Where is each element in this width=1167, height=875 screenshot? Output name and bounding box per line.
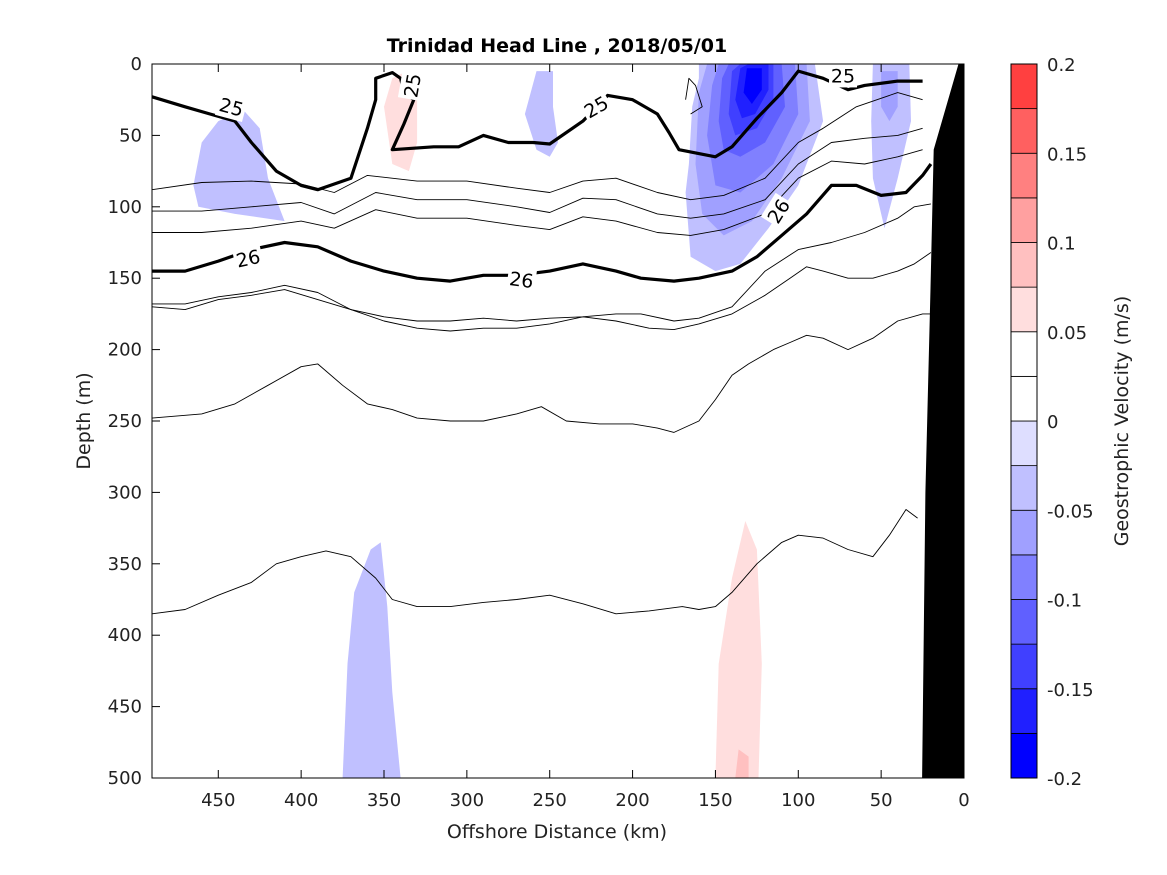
x-tick-label-1: 400 — [284, 790, 318, 811]
y-tick-label-5: 250 — [108, 411, 142, 432]
colorbar-swatch-2 — [1010, 643, 1038, 690]
isopycnal-0 — [152, 69, 923, 192]
density-contours — [152, 69, 933, 615]
contour-label-5: 26 — [508, 268, 535, 293]
colorbar-swatch-10 — [1010, 286, 1038, 333]
colorbar-swatch-15 — [1010, 63, 1038, 110]
isopycnal-6 — [152, 203, 931, 322]
contour-label-3: 25 — [831, 65, 855, 87]
colorbar-swatch-7 — [1010, 420, 1038, 467]
colorbar-swatch-13 — [1010, 152, 1038, 199]
x-tick-label-3: 300 — [450, 790, 484, 811]
x-axis: 450 400 350 300 250 200 150 100 50 0 — [201, 64, 970, 811]
y-tick-label-0: 0 — [131, 54, 142, 75]
contour-label-bg-4 — [231, 243, 265, 273]
velocity-region-5 — [503, 69, 514, 93]
contour-label-4: 26 — [234, 246, 262, 273]
isopycnal-8 — [152, 313, 931, 433]
velocity-region-16 — [909, 249, 915, 329]
colorbar-swatch-14 — [1010, 108, 1038, 154]
contour-label-bg-0 — [214, 91, 249, 123]
contour-label-1: 25 — [400, 72, 426, 100]
colorbar-tick-label-8: -0.2 — [1047, 769, 1082, 790]
colorbar-swatch-4 — [1010, 554, 1038, 600]
colorbar-swatch-12 — [1010, 197, 1038, 243]
x-tick-label-4: 250 — [533, 790, 567, 811]
y-tick-label-2: 100 — [108, 197, 142, 218]
colorbar-swatch-8 — [1010, 375, 1038, 422]
contour-label-bg-3 — [829, 63, 858, 88]
velocity-region-19 — [735, 749, 749, 778]
y-tick-label-4: 200 — [108, 340, 142, 361]
velocity-region-0 — [193, 109, 285, 222]
x-tick-label-6: 150 — [698, 790, 732, 811]
y-axis: 0 50 100 150 200 250 300 350 400 450 500 — [108, 54, 964, 789]
colorbar-tick-label-4: 0 — [1047, 412, 1058, 433]
y-tick-label-9: 450 — [108, 697, 142, 718]
velocity-region-18 — [715, 521, 762, 778]
colorbar-swatch-0 — [1010, 732, 1038, 779]
y-tick-label-6: 300 — [108, 482, 142, 503]
velocity-region-20 — [864, 556, 898, 778]
velocity-region-21 — [342, 542, 401, 778]
y-axis-label: Depth (m) — [73, 372, 95, 469]
contour-label-bg-2 — [577, 89, 615, 125]
isopycnal-4 — [152, 149, 923, 236]
y-tick-label-8: 400 — [108, 625, 142, 646]
isopycnal-7 — [152, 252, 932, 332]
x-tick-label-0: 450 — [201, 790, 235, 811]
velocity-region-3 — [524, 71, 558, 157]
y-tick-label-10: 500 — [108, 768, 142, 789]
colorbar-swatch-11 — [1010, 242, 1038, 288]
velocity-fills — [193, 64, 915, 778]
isopycnal-9 — [152, 509, 918, 615]
x-tick-label-7: 100 — [781, 790, 815, 811]
colorbar-swatch-6 — [1010, 465, 1038, 511]
colorbar-swatch-3 — [1010, 599, 1038, 645]
colorbar-swatch-9 — [1010, 331, 1038, 377]
seafloor — [922, 64, 964, 778]
x-tick-label-2: 350 — [367, 790, 401, 811]
velocity-region-12 — [743, 68, 762, 104]
isopycnal-3 — [152, 127, 923, 219]
x-axis-label: Offshore Distance (km) — [447, 821, 667, 843]
colorbar-tick-label-6: -0.1 — [1047, 591, 1082, 612]
y-tick-label-7: 350 — [108, 554, 142, 575]
velocity-region-23 — [201, 756, 210, 778]
isopycnal-2 — [152, 92, 923, 201]
colorbar-tick-label-1: 0.15 — [1047, 144, 1087, 165]
bathymetry — [922, 64, 964, 778]
plot-background — [152, 64, 964, 778]
colorbar-swatch-5 — [1010, 509, 1038, 556]
isopycnal-1 — [685, 77, 703, 115]
colorbar-frame — [1010, 63, 1038, 779]
x-tick-label-9: 0 — [958, 790, 969, 811]
colorbar-swatch-1 — [1010, 688, 1038, 734]
colorbar-tick-label-7: -0.15 — [1047, 680, 1094, 701]
chart-title: Trinidad Head Line , 2018/05/01 — [387, 35, 727, 57]
contour-label-bg-1 — [397, 69, 427, 102]
colorbar-tick-label-2: 0.1 — [1047, 234, 1076, 255]
y-tick-label-1: 50 — [119, 125, 142, 146]
colorbar-tick-label-3: 0.05 — [1047, 323, 1087, 344]
x-tick-label-5: 200 — [615, 790, 649, 811]
x-tick-label-8: 50 — [870, 790, 893, 811]
contour-label-bg-5 — [506, 265, 538, 294]
contour-label-bg-6 — [760, 192, 796, 230]
colorbar: 0.2 0.15 0.1 0.05 0 -0.05 -0.1 -0.15 -0.2 — [1010, 55, 1094, 790]
colorbar-label: Geostrophic Velocity (m/s) — [1111, 296, 1133, 546]
velocity-region-22 — [248, 689, 277, 778]
colorbar-tick-label-0: 0.2 — [1047, 55, 1076, 76]
y-tick-label-3: 150 — [108, 268, 142, 289]
colorbar-tick-label-5: -0.05 — [1047, 501, 1094, 522]
isopycnal-5 — [152, 163, 933, 283]
